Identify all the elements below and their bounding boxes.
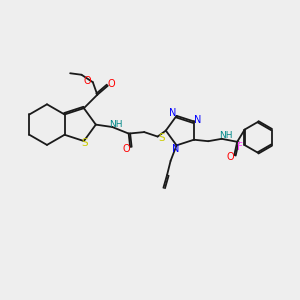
- Text: S: S: [81, 138, 88, 148]
- Text: O: O: [122, 144, 130, 154]
- Text: N: N: [169, 108, 176, 118]
- Text: NH: NH: [110, 120, 123, 129]
- Text: S: S: [158, 133, 165, 143]
- Text: NH: NH: [219, 131, 232, 140]
- Text: N: N: [194, 115, 202, 125]
- Text: O: O: [107, 79, 115, 89]
- Text: N: N: [172, 144, 180, 154]
- Text: F: F: [237, 142, 243, 152]
- Text: O: O: [226, 152, 234, 162]
- Text: O: O: [84, 76, 91, 86]
